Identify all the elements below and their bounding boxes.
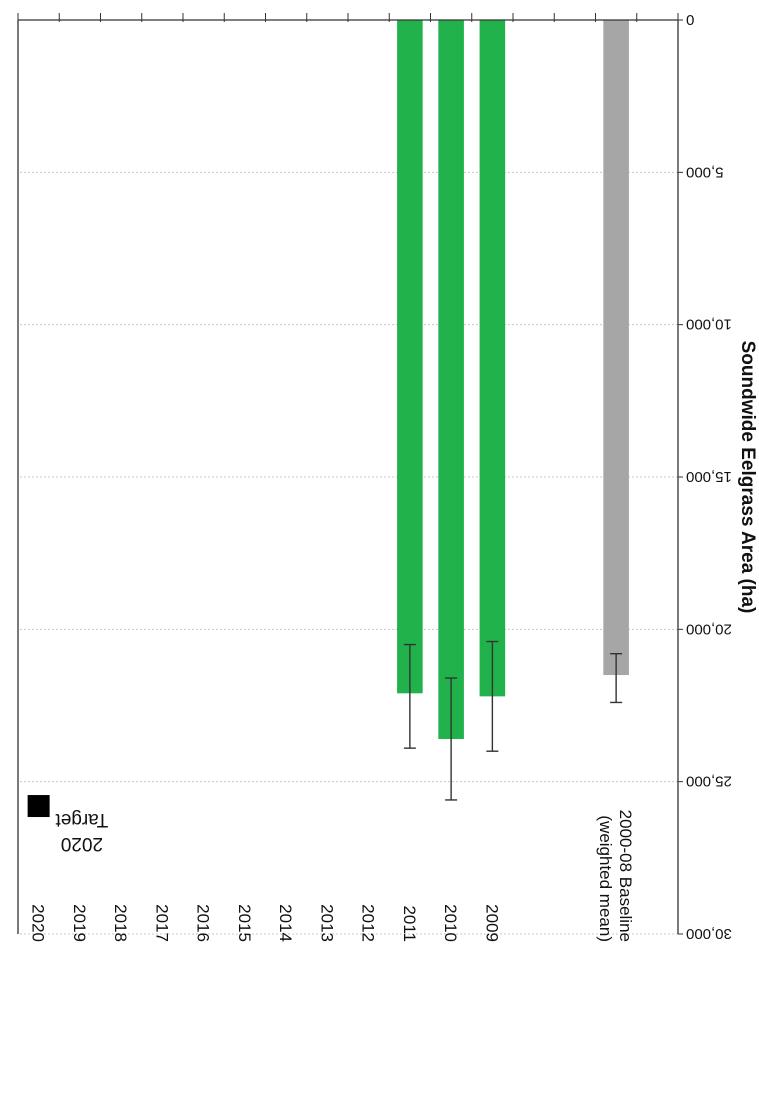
target-marker [27,795,50,818]
x-category-label: (weighted mean) [596,815,615,942]
x-category-label: 2011 [400,905,419,942]
bar-2010 [438,20,464,740]
gridlines [18,171,678,935]
target-layer: 2020 Target [27,795,109,854]
y-axis-title: Soundwide Eelgrass Area (ha) [737,341,758,614]
x-category-label: 2009 [482,904,501,942]
x-category-label: 2012 [359,904,378,942]
x-category-label: 2000-08 Baseline [616,810,635,942]
x-category-label: 2019 [70,904,89,942]
x-category-label: 2018 [111,904,130,942]
y-tick-label: 0 [686,11,694,28]
x-category-label: 2020 [29,904,48,942]
x-category-label: 2015 [235,904,254,942]
y-tick-label: 15,000 [686,468,732,485]
x-category-label: 2014 [276,904,295,942]
axes-layer [17,13,683,935]
target-label-line: Target [55,809,109,830]
bar-2011 [397,20,423,694]
error-bars-layer [403,640,623,801]
labels-layer: 0 5,000 10,000 15,000 20,000 25,000 30,000 2000… [29,11,758,942]
x-category-label: 2013 [317,904,336,942]
bar-baseline [603,20,629,676]
y-tick-label: 30,000 [686,925,732,942]
y-tick-label: 25,000 [686,773,732,790]
y-tick-label: 5,000 [686,163,724,180]
target-label-line: 2020 [61,833,103,854]
y-tick-label: 10,000 [686,316,732,333]
chart-rotated-group: 2020 Target 0 5,000 10,000 15,000 20,000 25,00… [17,11,758,942]
y-tick-label: 20,000 [686,620,732,637]
x-category-label: 2016 [194,904,213,942]
x-category-label: 2010 [441,904,460,942]
bar-2009 [479,20,506,697]
x-category-label: 2017 [152,904,171,942]
bars-layer [397,20,629,740]
